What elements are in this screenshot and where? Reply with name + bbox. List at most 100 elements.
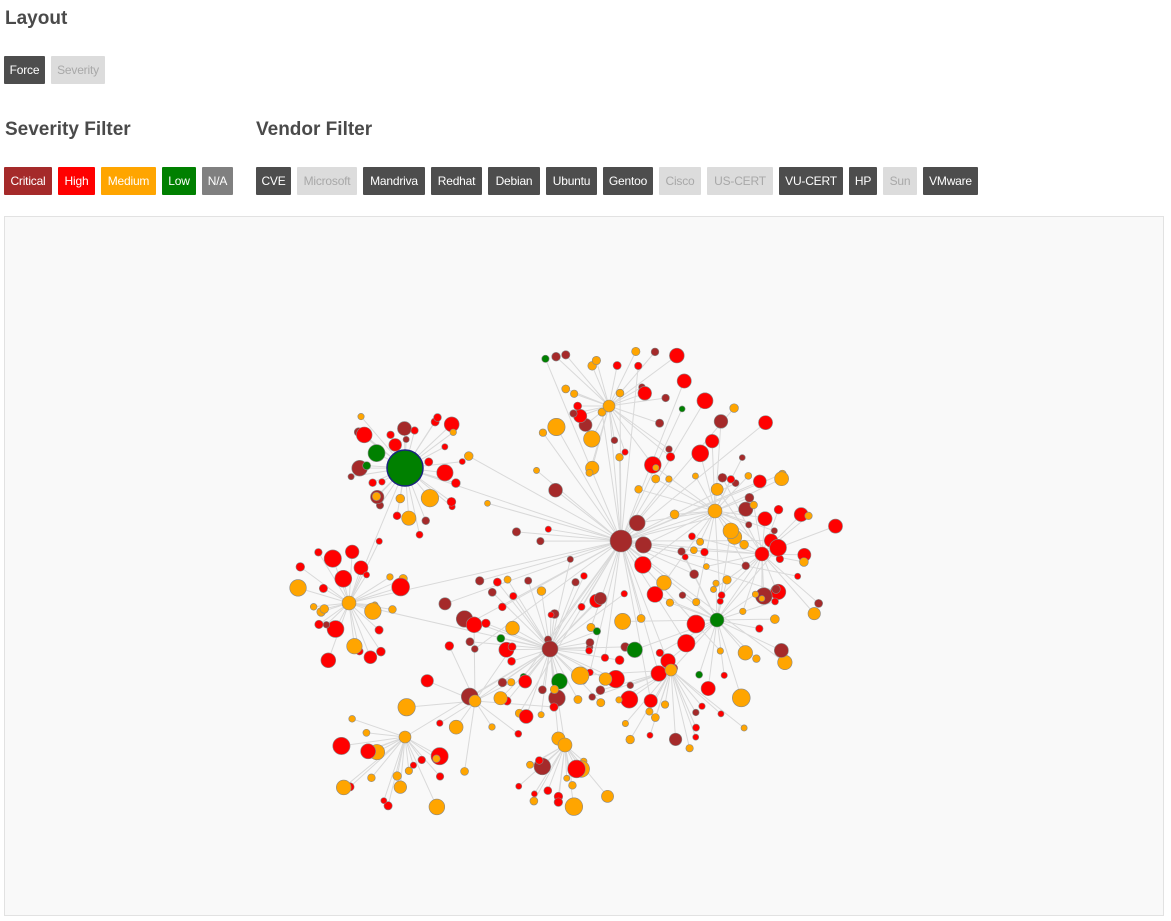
graph-node[interactable] <box>688 532 696 541</box>
graph-node[interactable] <box>309 603 318 611</box>
graph-node[interactable] <box>464 451 474 461</box>
graph-node[interactable] <box>752 654 761 663</box>
graph-node[interactable] <box>696 537 705 546</box>
graph-node[interactable] <box>769 538 787 557</box>
graph-node[interactable] <box>536 537 545 546</box>
graph-node[interactable] <box>600 653 610 662</box>
graph-node[interactable] <box>524 576 533 585</box>
graph-node[interactable] <box>488 723 496 731</box>
graph-node[interactable] <box>386 573 394 581</box>
severity-critical-button[interactable]: Critical <box>4 167 52 195</box>
graph-node[interactable] <box>404 766 413 775</box>
graph-node[interactable] <box>771 597 779 606</box>
graph-node[interactable] <box>484 499 491 507</box>
graph-node[interactable] <box>518 709 534 724</box>
graph-node[interactable] <box>665 452 676 462</box>
graph-node[interactable] <box>677 634 696 653</box>
graph-node[interactable] <box>571 666 590 685</box>
graph-node[interactable] <box>739 539 749 550</box>
graph-node[interactable] <box>621 448 629 456</box>
graph-node[interactable] <box>465 637 475 647</box>
graph-node[interactable] <box>289 579 307 597</box>
graph-node[interactable] <box>295 562 305 572</box>
vendor-vmware-button[interactable]: VMware <box>923 167 978 195</box>
graph-node[interactable] <box>614 655 625 665</box>
graph-node[interactable] <box>602 399 616 413</box>
graph-node[interactable] <box>738 454 746 461</box>
graph-node[interactable] <box>460 767 469 776</box>
severity-medium-button[interactable]: Medium <box>101 167 156 195</box>
graph-node[interactable] <box>323 549 342 568</box>
graph-node[interactable] <box>696 392 714 410</box>
graph-node[interactable] <box>690 546 698 555</box>
graph-node[interactable] <box>774 643 789 658</box>
graph-node[interactable] <box>755 624 764 633</box>
graph-node[interactable] <box>592 627 601 636</box>
graph-node[interactable] <box>571 578 580 587</box>
graph-node[interactable] <box>722 575 732 585</box>
graph-node[interactable] <box>557 737 573 753</box>
graph-node[interactable] <box>415 530 424 539</box>
graph-node[interactable] <box>531 790 538 798</box>
graph-node[interactable] <box>710 482 724 496</box>
graph-node[interactable] <box>493 577 502 587</box>
graph-node[interactable] <box>357 413 365 421</box>
vendor-ubuntu-button[interactable]: Ubuntu <box>546 167 597 195</box>
graph-node[interactable] <box>754 546 770 562</box>
graph-node[interactable] <box>380 797 388 804</box>
graph-node[interactable] <box>739 607 747 615</box>
graph-node[interactable] <box>566 555 574 563</box>
graph-node[interactable] <box>716 597 724 605</box>
graph-node[interactable] <box>580 572 588 580</box>
graph-node[interactable] <box>737 645 753 661</box>
graph-node[interactable] <box>713 414 729 429</box>
graph-node[interactable] <box>710 586 717 593</box>
graph-node[interactable] <box>507 642 517 652</box>
graph-node[interactable] <box>643 693 658 708</box>
graph-node[interactable] <box>451 478 461 488</box>
graph-panel[interactable] <box>4 216 1164 916</box>
graph-node[interactable] <box>610 436 619 444</box>
graph-node[interactable] <box>363 650 378 664</box>
graph-node[interactable] <box>597 407 607 417</box>
graph-node[interactable] <box>375 537 383 545</box>
graph-node[interactable] <box>596 698 606 708</box>
graph-node[interactable] <box>417 755 426 765</box>
graph-node[interactable] <box>346 638 363 655</box>
graph-node[interactable] <box>537 711 545 719</box>
graph-node[interactable] <box>583 430 601 448</box>
graph-node[interactable] <box>341 595 357 611</box>
graph-node[interactable] <box>804 511 813 520</box>
graph-node[interactable] <box>612 361 622 370</box>
graph-node[interactable] <box>692 472 699 480</box>
graph-node[interactable] <box>773 504 784 515</box>
graph-node[interactable] <box>705 434 720 449</box>
graph-node[interactable] <box>392 771 402 781</box>
graph-node[interactable] <box>496 634 506 643</box>
graph-node[interactable] <box>538 428 548 437</box>
graph-node[interactable] <box>345 544 360 559</box>
vendor-vu-cert-button[interactable]: VU-CERT <box>779 167 843 195</box>
graph-node[interactable] <box>397 421 412 436</box>
graph-node[interactable] <box>745 521 753 529</box>
graph-node[interactable] <box>448 719 464 735</box>
graph-node[interactable] <box>567 759 586 779</box>
graph-node[interactable] <box>586 622 596 632</box>
graph-node[interactable] <box>664 663 678 677</box>
graph-node[interactable] <box>814 599 823 608</box>
severity-low-button[interactable]: Low <box>162 167 196 195</box>
graph-node[interactable] <box>741 561 750 570</box>
graph-node[interactable] <box>676 373 692 389</box>
force-graph[interactable] <box>5 217 1163 915</box>
graph-node[interactable] <box>626 641 643 658</box>
graph-node[interactable] <box>397 698 416 717</box>
graph-node[interactable] <box>573 401 582 411</box>
graph-node[interactable] <box>543 786 553 795</box>
vendor-sun-button[interactable]: Sun <box>883 167 917 195</box>
graph-node[interactable] <box>656 575 672 591</box>
graph-node[interactable] <box>533 466 540 474</box>
graph-node[interactable] <box>634 556 652 574</box>
graph-node[interactable] <box>348 715 356 723</box>
graph-node[interactable] <box>368 478 377 487</box>
graph-node[interactable] <box>515 782 523 790</box>
